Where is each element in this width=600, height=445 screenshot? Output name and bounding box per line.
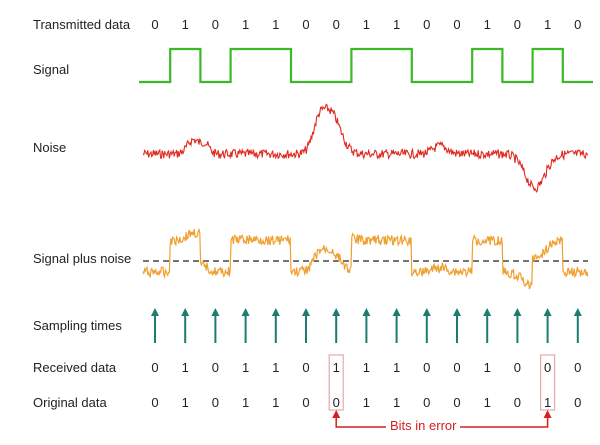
- bit-value: 1: [543, 395, 552, 410]
- bit-value: 1: [362, 360, 370, 375]
- bit-value: 0: [211, 17, 219, 32]
- bit-value: 0: [543, 360, 552, 375]
- signal-plus-noise-trace: [142, 227, 589, 290]
- bit-value: 0: [302, 17, 310, 32]
- bit-value: 1: [392, 360, 401, 375]
- sampling-arrow-head: [332, 308, 341, 316]
- label-sampling-times: Sampling times: [33, 318, 122, 333]
- bit-value: 0: [513, 17, 521, 32]
- bit-value: 0: [151, 395, 159, 410]
- error-arrow-head: [543, 410, 552, 418]
- sampling-arrow-head: [302, 308, 310, 316]
- label-signal: Signal: [33, 62, 70, 77]
- label-signal-plus-noise: Signal plus noise: [33, 251, 132, 266]
- label-transmitted-data: Transmitted data: [33, 17, 131, 32]
- bit-value: 0: [151, 360, 159, 375]
- bit-value: 0: [302, 395, 310, 410]
- bit-value: 1: [332, 360, 340, 375]
- bit-value: 1: [362, 17, 370, 32]
- bit-value: 0: [332, 395, 340, 410]
- bit-value: 0: [513, 360, 521, 375]
- bit-value: 1: [272, 17, 280, 32]
- bit-value: 0: [574, 17, 582, 32]
- noise-trace: [142, 103, 589, 193]
- sampling-arrow-head: [211, 308, 220, 316]
- sampling-arrow-head: [453, 308, 461, 316]
- bit-value: 1: [272, 360, 280, 375]
- sampling-arrow-head: [483, 308, 492, 316]
- bit-value: 1: [362, 395, 370, 410]
- bit-value: 0: [423, 17, 431, 32]
- sampling-arrow-head: [543, 308, 552, 316]
- bit-value: 1: [181, 360, 189, 375]
- bit-value: 1: [543, 17, 552, 32]
- bit-value: 1: [241, 395, 250, 410]
- bit-value: 1: [483, 360, 491, 375]
- error-arrow-head: [332, 410, 341, 418]
- bits-in-error-label: Bits in error: [386, 418, 461, 433]
- bit-value: 1: [181, 395, 189, 410]
- bit-value: 0: [453, 360, 461, 375]
- bit-value: 0: [453, 17, 461, 32]
- sampling-arrow-head: [151, 308, 159, 316]
- bit-value: 0: [453, 395, 461, 410]
- sampling-arrow-head: [392, 308, 401, 316]
- bit-value: 0: [151, 17, 159, 32]
- bit-value: 0: [211, 360, 219, 375]
- bit-value: 1: [181, 17, 189, 32]
- bit-value: 1: [272, 395, 280, 410]
- sampling-arrow-head: [422, 308, 431, 316]
- sampling-arrow-head: [513, 308, 522, 316]
- bit-value: 1: [392, 17, 401, 32]
- bit-value: 1: [483, 395, 491, 410]
- bit-value: 0: [574, 360, 582, 375]
- bit-value: 1: [392, 395, 401, 410]
- bit-value: 0: [423, 360, 431, 375]
- bit-value: 1: [241, 360, 250, 375]
- sampling-arrow-head: [271, 308, 280, 316]
- label-noise: Noise: [33, 140, 67, 155]
- bit-value: 0: [211, 395, 219, 410]
- bit-value: 0: [574, 395, 582, 410]
- bit-value: 0: [513, 395, 521, 410]
- sampling-arrow-head: [241, 308, 250, 316]
- bit-value: 1: [483, 17, 491, 32]
- sampling-arrow-head: [573, 308, 582, 316]
- bit-value: 0: [332, 17, 340, 32]
- bit-value: 1: [241, 17, 250, 32]
- sampling-arrow-head: [362, 308, 371, 316]
- digital-signal-line: [139, 47, 593, 84]
- sampling-arrow-head: [181, 308, 190, 316]
- bit-value: 0: [423, 395, 431, 410]
- label-received-data: Received data: [33, 360, 117, 375]
- label-original-data: Original data: [33, 395, 107, 410]
- bit-value: 0: [302, 360, 310, 375]
